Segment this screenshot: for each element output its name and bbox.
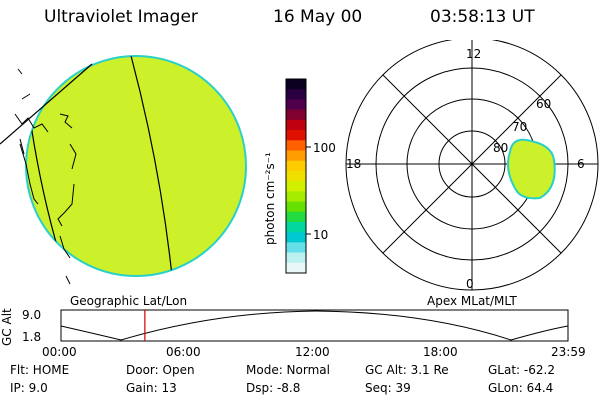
left-panel-caption: Geographic Lat/Lon: [70, 294, 188, 308]
gain-status: Gain: 13: [126, 381, 177, 395]
geographic-image: [0, 55, 247, 285]
colorbar-cell: [286, 211, 306, 223]
altitude-xtick-3: 18:00: [423, 345, 458, 359]
glat-status: GLat: -62.2: [488, 363, 555, 377]
altitude-xtick-1: 06:00: [166, 345, 201, 359]
colorbar-cell: [286, 191, 306, 203]
altitude-xtick-0: 00:00: [42, 345, 77, 359]
auroral-oval: [507, 138, 556, 200]
colorbar-cell: [286, 160, 306, 172]
right-panel-caption: Apex MLat/MLT: [427, 294, 517, 308]
altitude-ytick-top: 9.0: [22, 308, 42, 322]
colorbar-cell: [286, 89, 306, 100]
colorbar-cell: [286, 99, 306, 111]
colorbar-cell: [286, 130, 306, 141]
polar-plot: [345, 40, 599, 291]
door-status: Door: Open: [126, 363, 195, 377]
altitude-ytick-bottom: 1.8: [22, 330, 42, 344]
altitude-ylabel: GC Alt: [0, 308, 14, 346]
colorbar-cell: [286, 252, 306, 264]
pole-line: [0, 63, 93, 145]
colorbar-tick-100: 100: [313, 141, 336, 155]
colorbar-cell: [286, 221, 306, 233]
time-label: 03:58:13 UT: [430, 7, 535, 27]
colorbar-cell: [286, 170, 306, 182]
meridian-line-right: [129, 56, 173, 276]
dsp-status: Dsp: -8.8: [246, 381, 301, 395]
date-label: 16 May 00: [273, 7, 363, 27]
altitude-xtick-2: 12:00: [295, 345, 330, 359]
colorbar-cell: [286, 79, 306, 90]
colorbar-cell: [286, 119, 306, 131]
geographic-disk: [25, 55, 247, 277]
altitude-plot: [60, 309, 569, 342]
colorbar-cell: [286, 109, 306, 121]
colorbar-cell: [286, 140, 306, 151]
flight-status: Flt: HOME: [10, 363, 70, 377]
lat-label-60: 60: [536, 97, 552, 111]
altitude-curve: [60, 310, 569, 341]
seq-status: Seq: 39: [365, 381, 411, 395]
colorbar-cell: [286, 201, 306, 213]
colorbar-cell: [286, 232, 306, 243]
ip-status: IP: 9.0: [10, 381, 48, 395]
coastline: [14, 68, 77, 285]
colorbar-cell: [286, 181, 306, 192]
mlt-label-0: 0: [466, 277, 474, 291]
colorbar-cell: [286, 262, 306, 274]
mlt-label-12: 12: [466, 47, 482, 61]
colorbar-cell: [286, 242, 306, 254]
gc-alt-status: GC Alt: 3.1 Re: [365, 363, 449, 377]
instrument-title: Ultraviolet Imager: [44, 7, 198, 27]
colorbar-unit-label: photon cm⁻²s⁻¹: [263, 152, 277, 245]
lat-label-70: 70: [512, 120, 528, 134]
colorbar-cell: [286, 150, 306, 162]
mode-status: Mode: Normal: [246, 363, 330, 377]
altitude-xtick-4: 23:59: [551, 345, 586, 359]
colorbar: [285, 78, 311, 274]
mlt-label-6: 6: [577, 157, 585, 171]
glon-status: GLon: 64.4: [488, 381, 554, 395]
colorbar-tick-10: 10: [313, 228, 329, 242]
lat-label-80: 80: [493, 141, 509, 155]
mlt-label-18: 18: [346, 157, 362, 171]
